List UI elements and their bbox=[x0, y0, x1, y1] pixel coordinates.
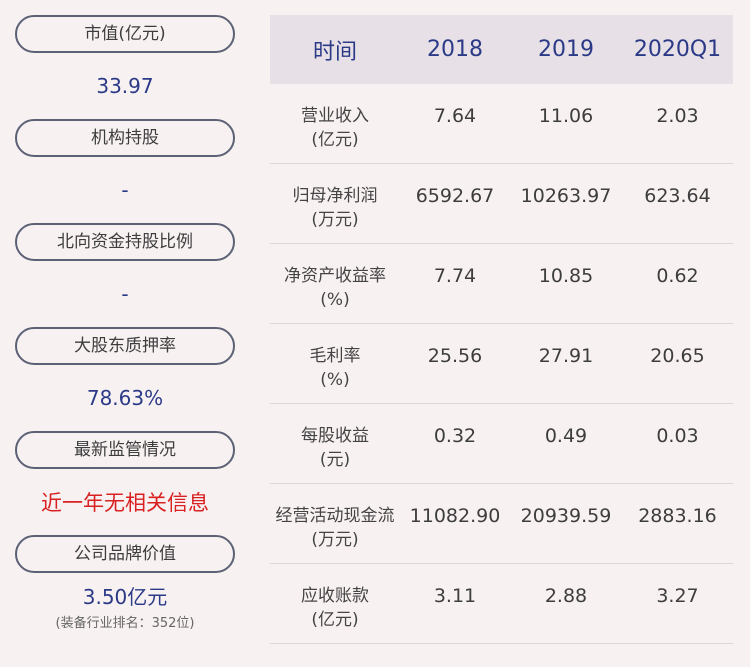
metric-value: 25.56 bbox=[427, 345, 483, 367]
institutional-holding-label: 机构持股 bbox=[15, 119, 235, 157]
metric-unit: (万元) bbox=[311, 530, 359, 550]
metric-value: 7.64 bbox=[433, 105, 477, 127]
market-cap-number: 33.97 bbox=[96, 74, 154, 98]
pledge-ratio-value: 78.63% bbox=[15, 365, 235, 431]
table-row: 经营活动现金流 (万元) 11082.90 20939.59 2883.16 bbox=[270, 484, 733, 564]
northbound-holding-value: - bbox=[15, 261, 235, 327]
metric-value: 10263.97 bbox=[520, 185, 612, 207]
institutional-holding-value: - bbox=[15, 157, 235, 223]
stock-summary-panel: 市值(亿元) 33.97 机构持股 - 北向资金持股比例 - 大股东质押率 78… bbox=[15, 15, 235, 639]
metric-label: 应收账款 bbox=[301, 586, 369, 606]
metric-value: 2883.16 bbox=[638, 505, 717, 527]
metric-value: 27.91 bbox=[538, 345, 594, 367]
pledge-ratio-number: 78.63% bbox=[86, 386, 164, 410]
metric-unit: (%) bbox=[320, 290, 350, 310]
regulatory-status-value: 近一年无相关信息 bbox=[15, 469, 235, 535]
metric-value: 3.27 bbox=[656, 585, 699, 607]
metric-label: 每股收益 bbox=[301, 426, 369, 446]
metric-name: 应收账款 (亿元) bbox=[270, 584, 400, 632]
metric-value: 2.03 bbox=[656, 105, 699, 127]
metric-name: 每股收益 (元) bbox=[270, 424, 400, 472]
metric-value: 20.65 bbox=[650, 345, 705, 367]
metric-value: 7.74 bbox=[433, 265, 477, 287]
metric-value: 0.49 bbox=[544, 425, 588, 447]
table-header: 时间 2018 2019 2020Q1 bbox=[270, 15, 733, 84]
metric-value: 0.03 bbox=[656, 425, 699, 447]
institutional-holding-number: - bbox=[121, 178, 129, 202]
metric-value: 6592.67 bbox=[415, 185, 495, 207]
metric-value: 20939.59 bbox=[520, 505, 612, 527]
metric-unit: (元) bbox=[319, 450, 351, 470]
metric-value: 11.06 bbox=[538, 105, 594, 127]
market-cap-value: 33.97 bbox=[15, 53, 235, 119]
metric-name: 营业收入 (亿元) bbox=[270, 104, 400, 152]
table-row: 营业收入 (亿元) 7.64 11.06 2.03 bbox=[270, 84, 733, 164]
header-2019: 2019 bbox=[538, 37, 594, 62]
header-period: 时间 bbox=[312, 39, 357, 65]
northbound-holding-label: 北向资金持股比例 bbox=[15, 223, 235, 261]
metric-unit: (万元) bbox=[311, 210, 359, 230]
metric-name: 净资产收益率 (%) bbox=[270, 264, 400, 312]
metric-label: 归母净利润 bbox=[292, 186, 378, 206]
metric-label: 毛利率 bbox=[309, 346, 361, 366]
metric-name: 经营活动现金流 (万元) bbox=[270, 504, 400, 552]
metric-label: 营业收入 bbox=[301, 106, 369, 126]
metric-name: 归母净利润 (万元) bbox=[270, 184, 400, 232]
metric-value: 3.11 bbox=[433, 585, 477, 607]
metric-label: 净资产收益率 bbox=[284, 266, 386, 286]
market-cap-label: 市值(亿元) bbox=[15, 15, 235, 53]
header-2018: 2018 bbox=[427, 37, 483, 62]
brand-value-value: 3.50亿元 (装备行业排名：352位) bbox=[15, 573, 235, 639]
metric-value: 623.64 bbox=[644, 185, 711, 207]
metric-unit: (亿元) bbox=[311, 610, 359, 630]
northbound-holding-number: - bbox=[121, 282, 129, 306]
table-row: 净资产收益率 (%) 7.74 10.85 0.62 bbox=[270, 244, 733, 324]
metric-value: 11082.90 bbox=[409, 505, 501, 527]
table-row: 每股收益 (元) 0.32 0.49 0.03 bbox=[270, 404, 733, 484]
financial-table: 时间 2018 2019 2020Q1 营业收入 (亿元) 7.64 11.06 2.0… bbox=[270, 15, 733, 644]
brand-value-rank: (装备行业排名：352位) bbox=[55, 616, 195, 631]
regulatory-status-label: 最新监管情况 bbox=[15, 431, 235, 469]
brand-value-label: 公司品牌价值 bbox=[15, 535, 235, 573]
header-2020q1: 2020Q1 bbox=[633, 37, 722, 62]
table-row: 应收账款 (亿元) 3.11 2.88 3.27 bbox=[270, 564, 733, 644]
brand-value-number: 3.50亿元 bbox=[82, 585, 168, 609]
metric-value: 0.32 bbox=[433, 425, 477, 447]
metric-value: 0.62 bbox=[656, 265, 699, 287]
metric-label: 经营活动现金流 bbox=[275, 506, 395, 526]
metric-unit: (亿元) bbox=[311, 130, 359, 150]
table-row: 归母净利润 (万元) 6592.67 10263.97 623.64 bbox=[270, 164, 733, 244]
metric-value: 10.85 bbox=[538, 265, 594, 287]
metric-name: 毛利率 (%) bbox=[270, 344, 400, 392]
table-row: 毛利率 (%) 25.56 27.91 20.65 bbox=[270, 324, 733, 404]
metric-unit: (%) bbox=[320, 370, 350, 390]
metric-value: 2.88 bbox=[544, 585, 588, 607]
pledge-ratio-label: 大股东质押率 bbox=[15, 327, 235, 365]
regulatory-status-text: 近一年无相关信息 bbox=[41, 491, 209, 515]
